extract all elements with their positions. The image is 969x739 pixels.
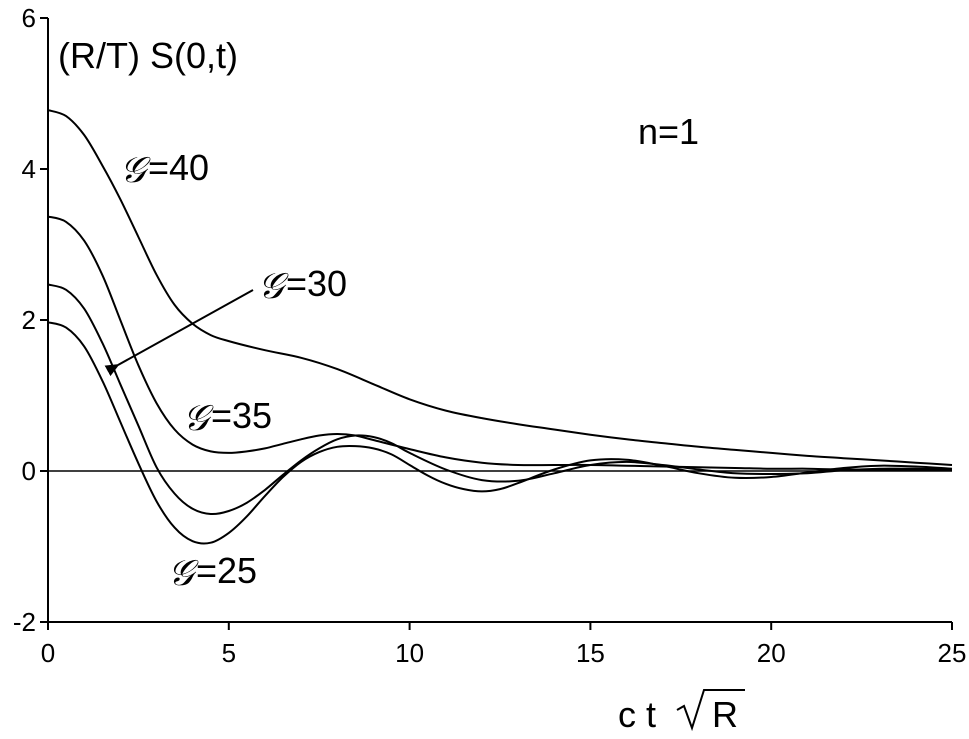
series-line-g25	[47, 321, 953, 545]
x-tick-label: 20	[757, 638, 786, 668]
g-symbol: 𝒢	[183, 398, 214, 439]
series-line-g30	[47, 283, 953, 516]
x-tick-label: 10	[395, 638, 424, 668]
g25-value: =25	[196, 550, 257, 591]
x-tick-label: 15	[576, 638, 605, 668]
g30-arrow	[104, 289, 254, 377]
y-axis-label: (R/T) S(0,t)	[58, 35, 238, 76]
g-symbol: 𝒢	[120, 150, 151, 191]
axis-ticks	[40, 17, 953, 630]
x-tick-label: 25	[938, 638, 967, 668]
y-tick-label: 0	[22, 456, 36, 486]
g40-value: =40	[148, 147, 209, 188]
g-symbol: 𝒢	[258, 266, 289, 307]
y-tick-label: 2	[22, 305, 36, 335]
g-symbol: 𝒢	[168, 553, 199, 594]
y-tick-label: 6	[22, 3, 36, 33]
x-tick-label: 0	[41, 638, 55, 668]
sqrt-sign-icon	[676, 689, 745, 732]
x-tick-label: 5	[222, 638, 236, 668]
label-g35: 𝒢 =35	[183, 395, 272, 439]
data-curves	[47, 109, 953, 545]
x-axis-label: c t R	[618, 689, 745, 735]
label-g25: 𝒢 =25	[168, 550, 257, 594]
x-label-ct: c t	[618, 694, 656, 735]
label-g40: 𝒢 =40	[120, 147, 209, 191]
x-label-r: R	[712, 694, 738, 735]
y-tick-label: 4	[22, 154, 36, 184]
label-g30: 𝒢 =30	[258, 263, 347, 307]
n-label: n=1	[638, 111, 699, 152]
series-line-g40	[47, 109, 953, 466]
y-tick-label: -2	[13, 607, 36, 637]
g30-value: =30	[286, 263, 347, 304]
g35-value: =35	[211, 395, 272, 436]
